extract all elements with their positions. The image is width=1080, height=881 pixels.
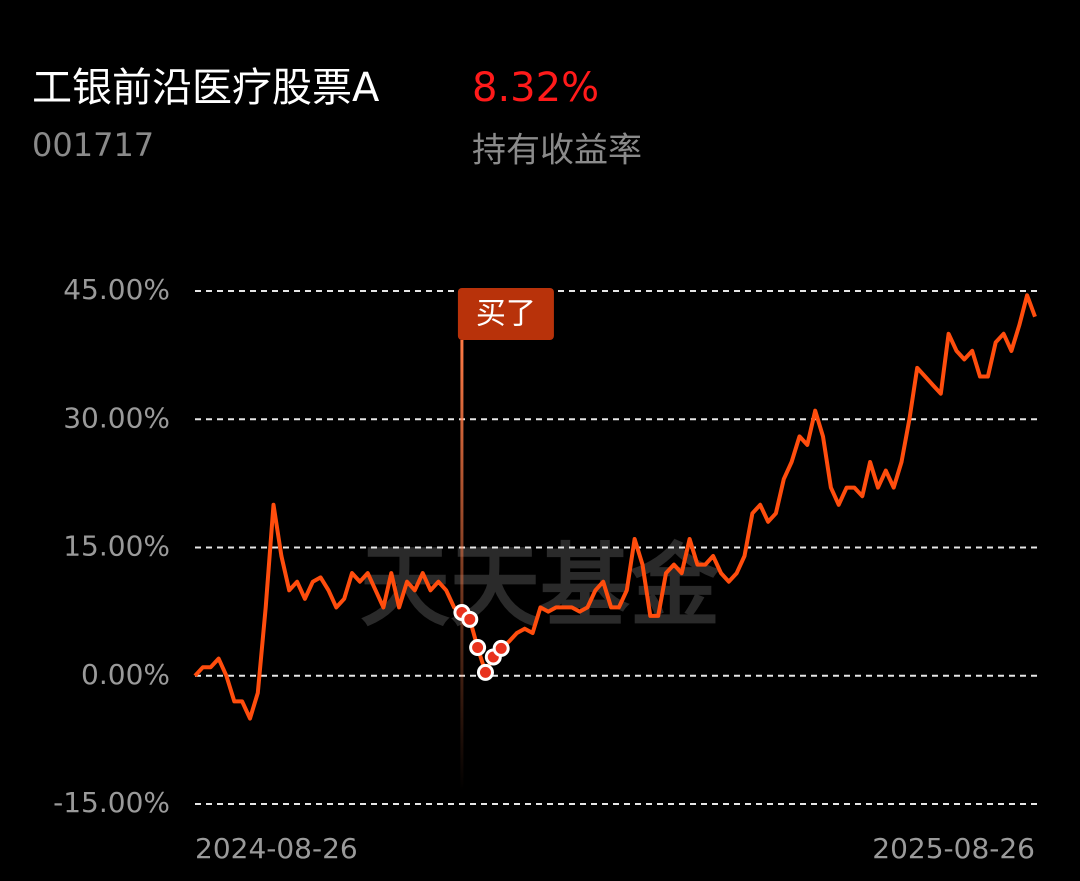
buy-line bbox=[460, 340, 464, 790]
chart-title: 工银前沿医疗股票A bbox=[32, 65, 380, 111]
y-tick-label: 15.00% bbox=[63, 530, 170, 563]
line bbox=[193, 293, 1037, 721]
y-tick-label: 0.00% bbox=[81, 658, 170, 691]
buy-label-box bbox=[457, 288, 554, 340]
fund-code: 001717 bbox=[32, 126, 154, 164]
buy-point bbox=[469, 639, 487, 657]
y-tick-label: -15.00% bbox=[53, 786, 170, 819]
y-tick-label: 45.00% bbox=[63, 273, 170, 306]
buy-point bbox=[461, 610, 479, 628]
watermark: 天天基金 bbox=[360, 534, 721, 639]
return-value: 8.32% bbox=[472, 65, 599, 111]
x-tick-label: 2024-08-26 bbox=[195, 832, 358, 865]
buy-label: 买了 bbox=[476, 297, 536, 332]
return-caption: 持有收益率 bbox=[472, 131, 642, 171]
buy-point bbox=[476, 663, 494, 681]
y-tick-label: 30.00% bbox=[63, 401, 170, 434]
x-tick-label: 2025-08-26 bbox=[872, 832, 1035, 865]
buy-point bbox=[492, 639, 510, 657]
